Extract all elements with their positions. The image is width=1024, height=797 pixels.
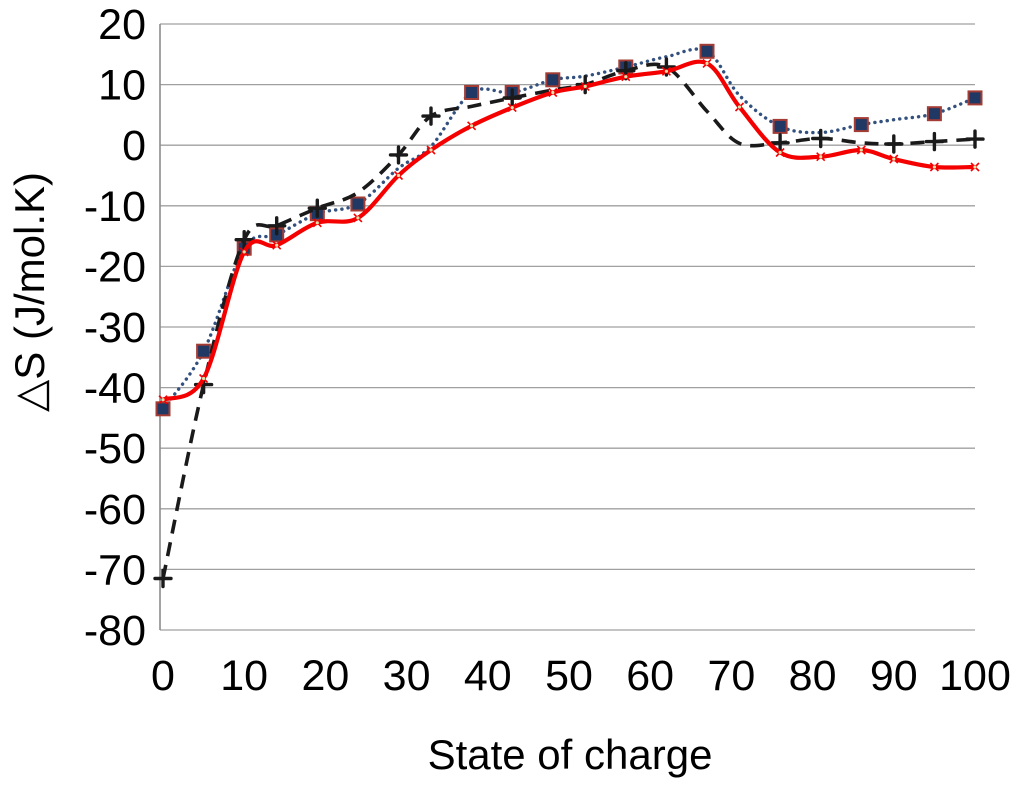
x-marker-center <box>551 90 555 95</box>
plus-marker <box>234 230 254 250</box>
y-tick-label: 20 <box>98 1 146 49</box>
x-tick-label: 90 <box>870 652 918 700</box>
y-tick-label: -60 <box>84 486 146 534</box>
x-marker-center <box>583 84 587 88</box>
square-marker <box>772 118 788 134</box>
x-tick-label: 20 <box>301 652 349 700</box>
x-marker-center <box>429 148 433 152</box>
x-marker-center <box>973 165 977 169</box>
plus-marker <box>884 134 904 154</box>
x-marker-center <box>859 148 863 152</box>
x-marker-center <box>470 124 474 128</box>
square-marker <box>196 343 212 359</box>
solid-red-line <box>160 59 978 402</box>
y-tick-label: 10 <box>98 62 146 110</box>
y-tick-label: -50 <box>84 425 146 473</box>
series-dashed-black-plus <box>161 62 976 579</box>
x-marker-center <box>161 398 165 402</box>
plus-marker <box>965 129 985 149</box>
plus-marker <box>924 131 945 152</box>
plus-marker <box>388 145 409 165</box>
x-marker-center <box>737 105 742 109</box>
plus-marker <box>770 133 790 153</box>
y-tick-label: -10 <box>84 183 146 231</box>
square-marker <box>545 72 561 88</box>
y-tick-labels: 20 10 0 -10 -20 -30 -40 -50 -60 -70 -80 <box>84 1 146 655</box>
x-marker-center <box>202 376 206 381</box>
x-marker-center <box>932 165 937 169</box>
x-tick-labels: 0 10 20 30 40 50 60 70 80 90 100 <box>151 652 1011 700</box>
series-solid-red-markers <box>158 58 980 405</box>
y-tick-label: 0 <box>122 122 146 170</box>
x-tick-label: 100 <box>939 652 1011 700</box>
gridlines <box>159 23 975 631</box>
plus-marker <box>502 88 522 108</box>
square-marker <box>926 106 942 122</box>
x-tick-label: 10 <box>220 652 268 700</box>
y-tick-label: -80 <box>84 607 146 655</box>
x-marker-center <box>664 69 669 73</box>
x-marker-center <box>819 155 823 159</box>
dashed-black-plus-line <box>161 62 976 579</box>
x-marker-center <box>705 61 709 65</box>
square-marker <box>853 117 869 133</box>
square-marker <box>967 90 983 106</box>
square-marker <box>155 401 171 417</box>
x-marker-center <box>315 221 319 225</box>
y-tick-label: -40 <box>84 365 146 413</box>
x-marker-center <box>778 150 782 155</box>
x-tick-label: 40 <box>464 652 512 700</box>
x-tick-label: 50 <box>545 652 593 700</box>
x-axis-title: State of charge <box>427 731 713 778</box>
series-solid-red <box>160 59 978 402</box>
square-marker <box>464 85 480 100</box>
x-marker-center <box>892 157 896 161</box>
y-tick-label: -70 <box>84 546 146 594</box>
x-tick-label: 30 <box>383 652 431 700</box>
x-marker-center <box>624 75 628 79</box>
plus-marker <box>811 128 831 149</box>
x-tick-label: 70 <box>707 652 755 700</box>
x-marker-center <box>242 250 246 254</box>
x-tick-label: 60 <box>626 652 674 700</box>
series-dashed-black-plus-markers <box>153 57 985 589</box>
plus-marker <box>307 198 327 218</box>
square-marker <box>350 196 366 212</box>
series-dotted-navy-squares <box>161 47 977 411</box>
x-marker-center <box>356 216 360 220</box>
plus-marker <box>421 106 441 126</box>
x-tick-label: 80 <box>789 652 837 700</box>
square-marker <box>699 43 715 59</box>
y-tick-label: -20 <box>84 243 146 291</box>
x-marker-center <box>510 106 514 110</box>
x-marker-center <box>275 243 279 247</box>
plus-marker <box>153 568 173 589</box>
dotted-navy-squares-line <box>161 47 977 411</box>
series-dotted-navy-squares-markers <box>155 43 983 417</box>
y-tick-label: -30 <box>84 304 146 352</box>
x-tick-label: 0 <box>151 652 175 700</box>
plus-marker <box>267 216 287 236</box>
x-marker-center <box>396 173 401 178</box>
